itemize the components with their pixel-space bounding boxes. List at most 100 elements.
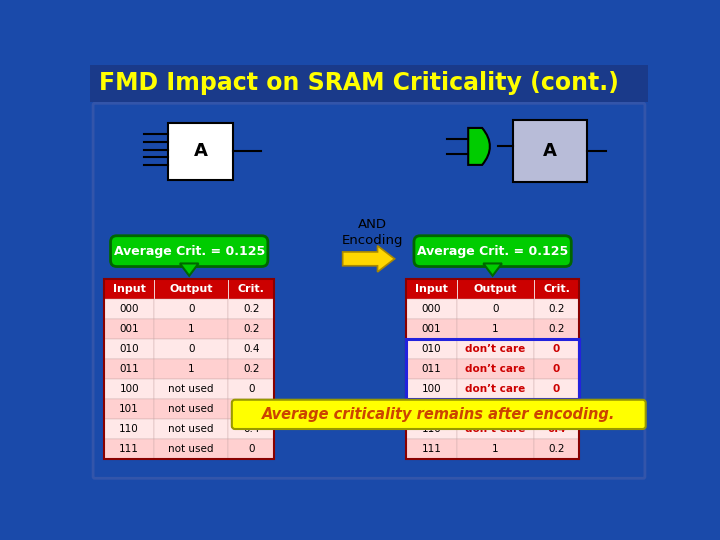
Text: not used: not used xyxy=(168,444,214,454)
FancyBboxPatch shape xyxy=(154,319,228,339)
FancyBboxPatch shape xyxy=(456,439,534,459)
FancyBboxPatch shape xyxy=(154,299,228,319)
FancyBboxPatch shape xyxy=(154,359,228,379)
FancyBboxPatch shape xyxy=(406,359,456,379)
FancyBboxPatch shape xyxy=(456,419,534,439)
Text: 0.2: 0.2 xyxy=(243,364,259,374)
FancyBboxPatch shape xyxy=(228,419,274,439)
Text: 0: 0 xyxy=(188,304,194,314)
Text: 000: 000 xyxy=(422,304,441,314)
FancyBboxPatch shape xyxy=(228,359,274,379)
Text: 0.4: 0.4 xyxy=(243,344,259,354)
Text: 0.2: 0.2 xyxy=(549,304,564,314)
FancyBboxPatch shape xyxy=(232,400,646,429)
Text: Average criticality remains after encoding.: Average criticality remains after encodi… xyxy=(262,407,616,422)
Text: 110: 110 xyxy=(120,424,139,434)
Text: Input: Input xyxy=(415,284,448,294)
Text: 0.4: 0.4 xyxy=(547,424,566,434)
Text: 111: 111 xyxy=(421,444,441,454)
Text: 100: 100 xyxy=(422,384,441,394)
FancyBboxPatch shape xyxy=(104,319,154,339)
FancyBboxPatch shape xyxy=(456,279,534,299)
Polygon shape xyxy=(483,264,502,276)
Text: don’t care: don’t care xyxy=(465,384,526,394)
FancyBboxPatch shape xyxy=(104,379,154,399)
FancyBboxPatch shape xyxy=(406,319,456,339)
FancyBboxPatch shape xyxy=(414,236,571,267)
Text: don’t care: don’t care xyxy=(465,424,526,434)
FancyBboxPatch shape xyxy=(534,299,579,319)
FancyBboxPatch shape xyxy=(406,279,456,299)
FancyBboxPatch shape xyxy=(456,399,534,419)
Text: 0.2: 0.2 xyxy=(243,324,259,334)
Text: 0.2: 0.2 xyxy=(549,324,564,334)
Text: 110: 110 xyxy=(421,424,441,434)
FancyBboxPatch shape xyxy=(456,379,534,399)
Text: 0: 0 xyxy=(188,344,194,354)
FancyBboxPatch shape xyxy=(406,439,456,459)
Text: 010: 010 xyxy=(120,344,139,354)
Text: 0: 0 xyxy=(553,364,560,374)
Text: 000: 000 xyxy=(120,304,139,314)
FancyBboxPatch shape xyxy=(456,319,534,339)
FancyBboxPatch shape xyxy=(228,379,274,399)
FancyBboxPatch shape xyxy=(534,319,579,339)
FancyBboxPatch shape xyxy=(406,419,456,439)
FancyBboxPatch shape xyxy=(154,419,228,439)
Text: 0: 0 xyxy=(553,384,560,394)
Text: 1: 1 xyxy=(188,364,194,374)
Text: FMD Impact on SRAM Criticality (cont.): FMD Impact on SRAM Criticality (cont.) xyxy=(99,71,619,95)
FancyBboxPatch shape xyxy=(104,439,154,459)
FancyBboxPatch shape xyxy=(154,399,228,419)
Text: 001: 001 xyxy=(120,324,139,334)
FancyBboxPatch shape xyxy=(534,379,579,399)
FancyBboxPatch shape xyxy=(104,299,154,319)
Text: 0: 0 xyxy=(248,444,254,454)
Text: A: A xyxy=(194,143,207,160)
FancyBboxPatch shape xyxy=(104,339,154,359)
FancyBboxPatch shape xyxy=(90,65,648,102)
FancyBboxPatch shape xyxy=(406,299,456,319)
FancyBboxPatch shape xyxy=(228,439,274,459)
FancyBboxPatch shape xyxy=(228,339,274,359)
FancyBboxPatch shape xyxy=(534,439,579,459)
FancyBboxPatch shape xyxy=(104,399,154,419)
Text: not used: not used xyxy=(168,424,214,434)
FancyBboxPatch shape xyxy=(104,359,154,379)
FancyBboxPatch shape xyxy=(406,339,456,359)
Text: Average Crit. = 0.125: Average Crit. = 0.125 xyxy=(114,245,265,258)
FancyBboxPatch shape xyxy=(228,399,274,419)
FancyBboxPatch shape xyxy=(228,299,274,319)
Text: 0: 0 xyxy=(248,404,254,414)
Text: don’t care: don’t care xyxy=(465,344,526,354)
FancyBboxPatch shape xyxy=(168,123,233,180)
FancyBboxPatch shape xyxy=(111,236,268,267)
FancyBboxPatch shape xyxy=(534,339,579,359)
Text: 101: 101 xyxy=(120,404,139,414)
Text: 1: 1 xyxy=(188,324,194,334)
Text: 101: 101 xyxy=(421,404,441,414)
Text: 010: 010 xyxy=(422,344,441,354)
Text: 0.4: 0.4 xyxy=(243,424,259,434)
Text: Crit.: Crit. xyxy=(238,284,265,294)
FancyBboxPatch shape xyxy=(228,279,274,299)
FancyBboxPatch shape xyxy=(228,319,274,339)
FancyBboxPatch shape xyxy=(154,279,228,299)
Text: don’t care: don’t care xyxy=(465,364,526,374)
Text: Input: Input xyxy=(113,284,145,294)
Text: 0: 0 xyxy=(553,344,560,354)
Text: not used: not used xyxy=(168,404,214,414)
FancyBboxPatch shape xyxy=(534,359,579,379)
FancyBboxPatch shape xyxy=(456,339,534,359)
Text: 0.2: 0.2 xyxy=(549,444,564,454)
Polygon shape xyxy=(343,246,395,272)
FancyBboxPatch shape xyxy=(456,299,534,319)
FancyBboxPatch shape xyxy=(154,439,228,459)
Text: 011: 011 xyxy=(421,364,441,374)
Text: 0: 0 xyxy=(248,384,254,394)
Text: Output: Output xyxy=(474,284,517,294)
Text: 111: 111 xyxy=(120,444,139,454)
Text: 0: 0 xyxy=(553,404,560,414)
Text: Output: Output xyxy=(169,284,213,294)
Text: 0.2: 0.2 xyxy=(243,304,259,314)
